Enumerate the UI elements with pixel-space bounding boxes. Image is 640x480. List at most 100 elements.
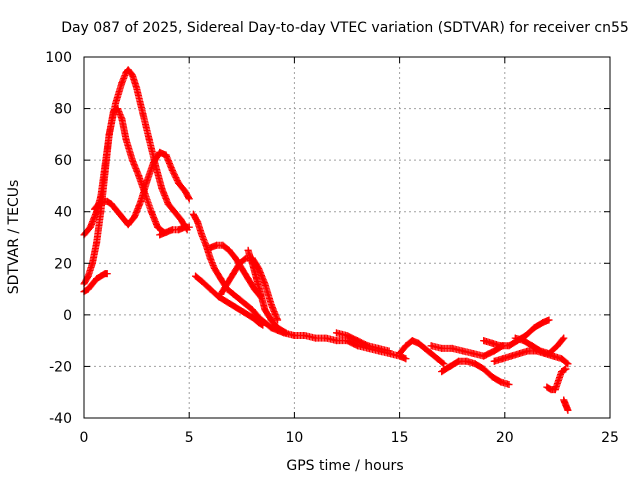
data-point: [105, 130, 113, 138]
data-point: [463, 357, 471, 365]
data-point: [225, 246, 233, 254]
data-point: [545, 350, 553, 358]
data-point: [261, 280, 269, 288]
series-arc-c: [91, 148, 193, 229]
data-point: [528, 342, 536, 350]
data-point: [97, 208, 105, 216]
series-arc-e: [156, 223, 193, 239]
data-point: [364, 342, 372, 350]
y-axis-label: SDTVAR / TECUs: [6, 180, 22, 295]
data-point: [206, 244, 214, 252]
series-arc-n: [427, 342, 507, 360]
data-point: [248, 313, 256, 321]
data-point: [202, 241, 210, 249]
data-point: [421, 344, 429, 352]
data-point: [539, 319, 547, 327]
data-point: [537, 347, 545, 355]
data-point: [505, 342, 513, 350]
data-point: [128, 71, 136, 79]
data-point: [440, 360, 448, 368]
series-arc-j: [244, 246, 290, 337]
data-point: [223, 280, 231, 288]
data-point: [244, 246, 252, 254]
data-point: [530, 324, 538, 332]
data-point: [93, 275, 101, 283]
data-point: [84, 272, 92, 280]
data-point: [408, 337, 416, 345]
data-points: [80, 66, 572, 414]
data-point: [95, 200, 103, 208]
data-point: [448, 344, 456, 352]
data-point: [290, 331, 298, 339]
data-point: [143, 177, 151, 185]
data-point: [107, 200, 115, 208]
data-point: [522, 331, 530, 339]
x-tick-label: 25: [601, 430, 619, 446]
data-point: [562, 365, 570, 373]
data-point: [170, 208, 178, 216]
data-point: [154, 223, 162, 231]
data-point: [112, 99, 120, 107]
data-point: [175, 226, 183, 234]
data-point: [480, 365, 488, 373]
series-arc-t: [560, 396, 572, 414]
data-point: [147, 208, 155, 216]
series-arc-b: [80, 105, 168, 288]
y-tick-label: 0: [63, 308, 72, 324]
data-point: [549, 352, 557, 360]
data-point: [564, 360, 572, 368]
data-point: [118, 79, 126, 87]
data-point: [206, 254, 214, 262]
data-point: [164, 200, 172, 208]
x-tick-label: 10: [285, 430, 303, 446]
data-point: [103, 270, 111, 278]
data-point: [490, 357, 498, 365]
data-point: [433, 355, 441, 363]
data-point: [194, 218, 202, 226]
series-arc-s: [543, 365, 570, 394]
data-point: [490, 347, 498, 355]
y-tick-label: 20: [54, 256, 72, 272]
data-point: [267, 316, 275, 324]
data-point: [122, 136, 130, 144]
data-point: [135, 172, 143, 180]
data-point: [301, 331, 309, 339]
data-point: [120, 215, 128, 223]
series-arc-o: [438, 357, 513, 388]
data-point: [558, 368, 566, 376]
data-point: [128, 156, 136, 164]
data-point: [545, 316, 553, 324]
x-axis-label: GPS time / hours: [286, 458, 403, 474]
x-tick-label: 15: [391, 430, 409, 446]
data-point: [101, 169, 109, 177]
data-point: [415, 339, 423, 347]
data-point: [93, 239, 101, 247]
data-point: [507, 352, 515, 360]
data-point: [244, 275, 252, 283]
y-tick-label: 60: [54, 153, 72, 169]
data-point: [97, 272, 105, 280]
data-point: [210, 264, 218, 272]
data-point: [255, 319, 263, 327]
chart-title: Day 087 of 2025, Sidereal Day-to-day VTE…: [61, 20, 629, 36]
data-point: [145, 136, 153, 144]
data-point: [229, 290, 237, 298]
data-point: [229, 270, 237, 278]
data-point: [133, 84, 141, 92]
data-point: [219, 241, 227, 249]
tick-labels: 0 5 10 15 20 25 -40 -20 0 20 40 60 80 100: [45, 50, 619, 446]
data-point: [84, 285, 92, 293]
data-point: [459, 347, 467, 355]
axis-ticks: [83, 56, 611, 419]
data-point: [242, 301, 250, 309]
x-tick-label: 5: [185, 430, 194, 446]
data-point: [236, 259, 244, 267]
data-point: [257, 290, 265, 298]
data-point: [520, 337, 528, 345]
data-point: [259, 321, 267, 329]
data-point: [192, 272, 200, 280]
data-point: [469, 350, 477, 358]
data-point: [455, 357, 463, 365]
data-point: [524, 347, 532, 355]
data-point: [213, 241, 221, 249]
